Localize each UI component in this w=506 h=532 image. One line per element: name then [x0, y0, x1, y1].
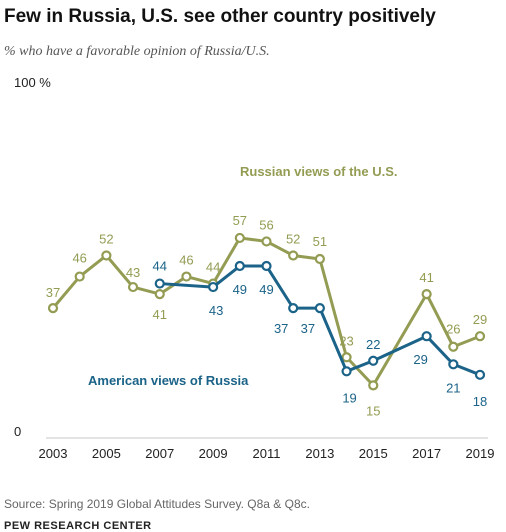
chart-title: Few in Russia, U.S. see other country po…	[4, 6, 436, 27]
data-point	[101, 250, 112, 261]
data-label: 41	[419, 270, 433, 285]
series-line	[51, 236, 482, 387]
data-point	[261, 260, 272, 272]
data-label: 49	[233, 282, 247, 297]
data-point	[154, 278, 165, 289]
data-label: 21	[446, 380, 460, 395]
source-note: Source: Spring 2019 Global Attitudes Sur…	[4, 497, 310, 511]
data-label: 22	[366, 337, 380, 352]
data-label: 29	[473, 312, 487, 327]
data-label: 41	[153, 307, 167, 322]
data-label: 23	[339, 333, 353, 348]
data-point	[261, 236, 272, 247]
data-point	[234, 260, 245, 272]
data-label: 19	[342, 390, 356, 405]
data-point	[474, 331, 486, 342]
data-point	[74, 271, 85, 282]
data-point	[421, 288, 432, 300]
data-label: 37	[46, 285, 60, 300]
data-point	[288, 303, 299, 314]
organization-name: PEW RESEARCH CENTER	[4, 520, 152, 532]
x-tick-label: 2013	[305, 446, 334, 461]
data-point	[368, 355, 379, 366]
data-point	[421, 331, 432, 342]
x-tick-label: 2015	[359, 446, 388, 461]
data-label: 49	[259, 282, 273, 297]
data-label: 52	[286, 231, 300, 246]
data-label: 15	[366, 403, 380, 418]
chart-subtitle: % who have a favorable opinion of Russia…	[4, 44, 270, 59]
data-point	[314, 253, 325, 265]
y-tick-label: 0	[14, 424, 21, 439]
data-label: 44	[206, 260, 220, 275]
data-point	[288, 250, 299, 261]
data-label: 26	[446, 322, 460, 337]
data-point	[234, 232, 245, 244]
data-label: 52	[99, 231, 113, 246]
data-point	[314, 303, 325, 314]
data-point	[47, 303, 59, 314]
series-legend-label: Russian views of the U.S.	[240, 164, 398, 179]
data-label: 43	[126, 265, 140, 280]
data-point	[474, 369, 486, 380]
data-point	[154, 288, 165, 300]
y-tick-label: 100 %	[14, 75, 51, 90]
x-tick-label: 2009	[199, 446, 228, 461]
data-label: 37	[274, 321, 288, 336]
data-label: 43	[209, 303, 223, 318]
data-point	[341, 352, 352, 363]
x-tick-label: 2005	[92, 446, 121, 461]
x-tick-label: 2017	[412, 446, 441, 461]
x-tick-label: 2011	[253, 446, 281, 461]
x-tick-label: 2019	[466, 446, 495, 461]
data-label: 46	[179, 253, 193, 268]
data-label: 37	[301, 321, 315, 336]
data-label: 44	[153, 259, 167, 274]
x-tick-label: 2007	[145, 446, 174, 461]
data-point	[341, 366, 352, 377]
data-label: 18	[473, 394, 487, 409]
x-tick-label: 2003	[39, 446, 68, 461]
data-label: 51	[313, 234, 327, 249]
data-label: 29	[413, 352, 427, 367]
data-point	[208, 281, 219, 293]
data-point	[448, 341, 459, 352]
data-label: 56	[259, 217, 273, 232]
data-label: 46	[72, 251, 86, 266]
data-point	[448, 359, 459, 370]
series-legend-label: American views of Russia	[88, 373, 249, 388]
line-chart: 0 100 % 2003 2005 2007 2009 2011 2013 2015 2017 20…	[14, 75, 495, 461]
data-point	[368, 380, 379, 391]
data-label: 57	[233, 213, 247, 228]
data-point	[127, 281, 139, 293]
data-point	[181, 271, 192, 282]
